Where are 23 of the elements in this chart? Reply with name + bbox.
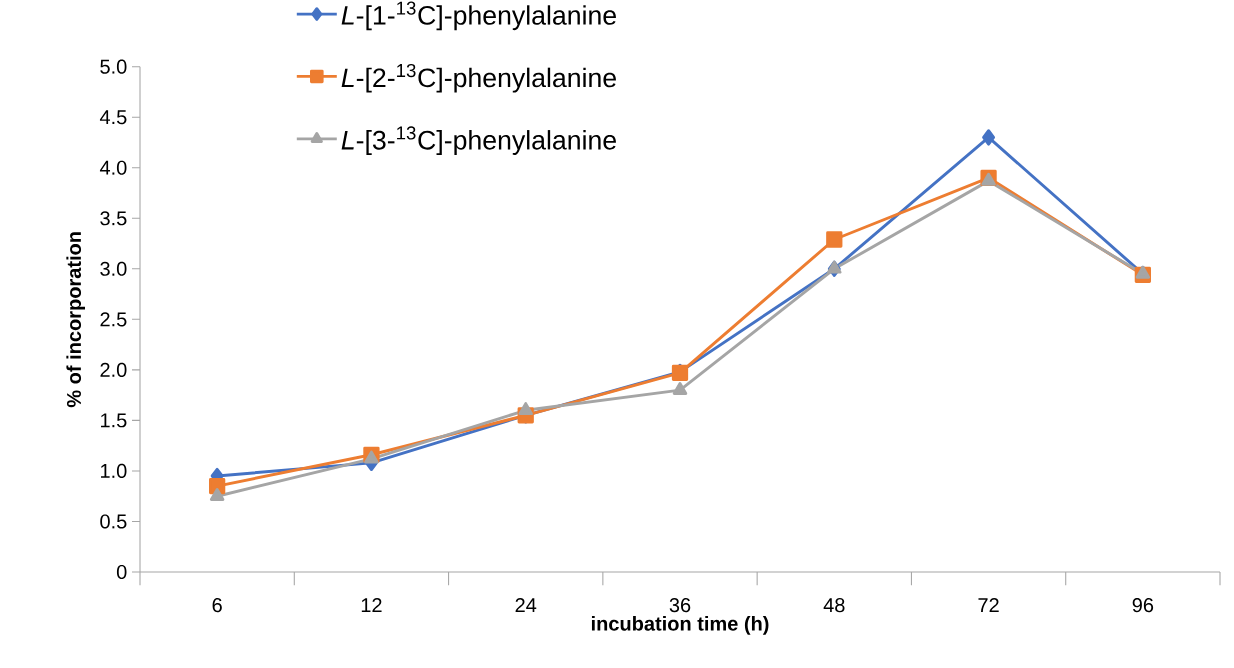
y-axis-title: % of incorporation bbox=[66, 232, 85, 408]
x-tick-label: 36 bbox=[669, 598, 691, 613]
x-tick-label: 72 bbox=[978, 598, 999, 613]
x-tick-label: 24 bbox=[515, 598, 537, 613]
x-tick-label: 6 bbox=[212, 598, 222, 613]
y-tick-label: 2.0 bbox=[100, 362, 127, 377]
x-tick-label: 96 bbox=[1132, 598, 1154, 613]
y-tick-label: 2.5 bbox=[100, 312, 127, 327]
y-tick-label: 3.0 bbox=[100, 261, 127, 276]
y-tick-label: 4.0 bbox=[99, 160, 127, 175]
y-tick-label: 0 bbox=[116, 564, 127, 580]
y-tick-label: 1.0 bbox=[101, 463, 127, 479]
y-tick-label: 1.5 bbox=[101, 413, 127, 428]
y-tick-label: 3.5 bbox=[100, 211, 127, 226]
legend-label: L-[1-$^{13}$C]-phenylalanine bbox=[341, 1, 616, 31]
x-axis-title: incubation time (h) bbox=[591, 616, 769, 635]
legend-label: L-[2-$^{13}$C]-phenylalanine bbox=[341, 63, 616, 93]
y-tick-label: 0.5 bbox=[100, 514, 127, 529]
x-tick-label: 48 bbox=[823, 598, 845, 613]
legend-label: L-[3-$^{13}$C]-phenylalanine bbox=[341, 126, 616, 155]
y-tick-label: 4.5 bbox=[99, 110, 127, 125]
y-tick-label: 5.0 bbox=[100, 59, 127, 74]
x-tick-label: 12 bbox=[361, 598, 382, 613]
